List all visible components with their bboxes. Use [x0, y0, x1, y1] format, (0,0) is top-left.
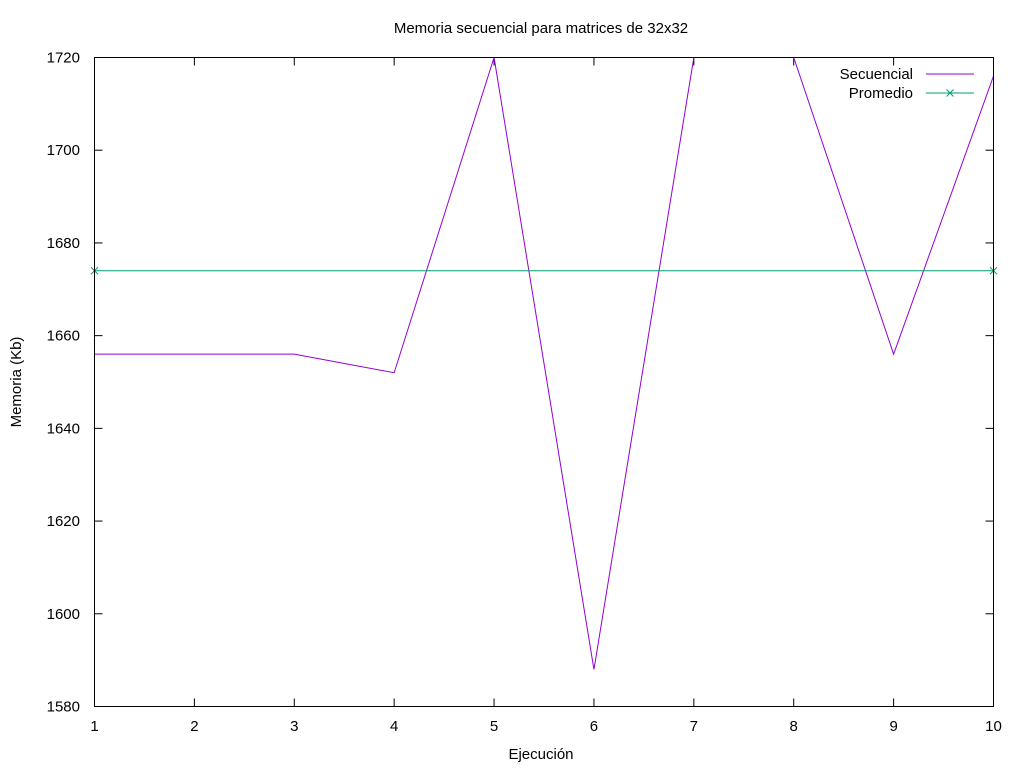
x-tick-label: 2 [190, 718, 198, 735]
y-axis-label: Memoria (Kb) [8, 337, 25, 428]
x-tick-label: 6 [590, 718, 598, 735]
x-tick-label: 5 [490, 718, 498, 735]
y-tick-label: 1700 [47, 142, 80, 159]
x-tick-label: 10 [985, 718, 1002, 735]
legend-label-promedio: Promedio [849, 85, 913, 102]
x-tick-label: 1 [90, 718, 98, 735]
y-tick-label: 1580 [47, 699, 80, 716]
tick-labels: 1 2 3 4 5 6 7 8 9 10 1580 1600 1620 1640 1660 1680 1700 1… [47, 50, 1002, 736]
y-tick-label: 1680 [47, 235, 80, 252]
x-tick-label: 7 [690, 718, 698, 735]
legend: Secuencial Promedio [840, 66, 974, 102]
x-tick-label: 4 [390, 718, 398, 735]
legend-marker-promedio [946, 89, 954, 97]
chart-title: Memoria secuencial para matrices de 32x3… [394, 20, 688, 37]
y-tick-label: 1640 [47, 420, 80, 437]
y-tick-label: 1660 [47, 328, 80, 345]
series-line-secuencial [94, 57, 994, 670]
y-tick-label: 1600 [47, 606, 80, 623]
legend-label-secuencial: Secuencial [840, 66, 913, 83]
x-tick-label: 3 [290, 718, 298, 735]
x-tick-label: 8 [790, 718, 798, 735]
plot-frame [94, 57, 994, 707]
x-axis-label: Ejecución [508, 746, 573, 763]
x-tick-label: 9 [889, 718, 897, 735]
axis-ticks [94, 57, 994, 707]
y-tick-label: 1620 [47, 513, 80, 530]
y-tick-label: 1720 [47, 50, 80, 67]
